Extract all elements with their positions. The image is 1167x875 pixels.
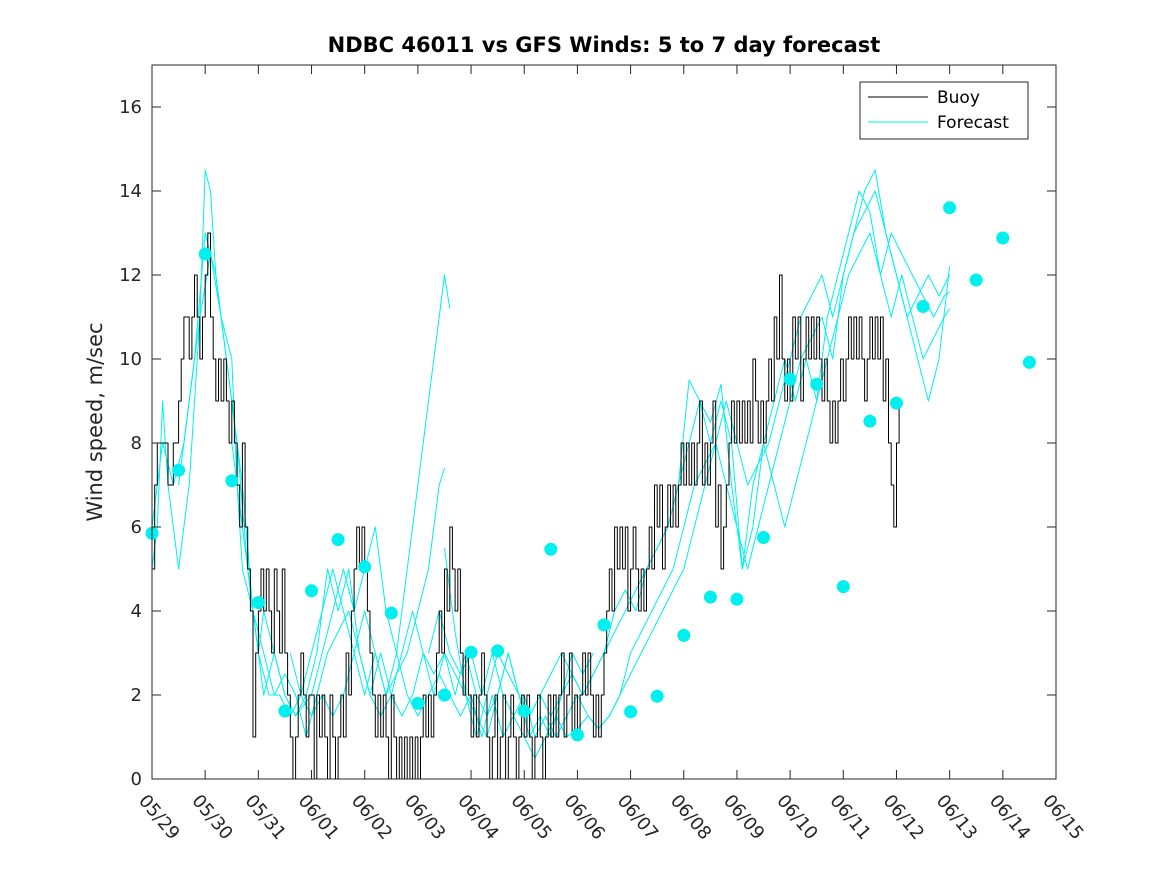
forecast-marker-24 [757, 531, 770, 544]
y-tick-label-0: 0 [131, 769, 142, 790]
forecast-marker-6 [278, 704, 292, 718]
y-tick-label-4: 4 [131, 601, 142, 622]
forecast-marker-34 [1022, 355, 1036, 369]
forecast-marker-15 [517, 704, 531, 718]
legend: Buoy Forecast [859, 81, 1029, 140]
forecast-marker-7 [305, 584, 318, 598]
legend-box [859, 81, 1029, 140]
legend-label-buoy: Buoy [937, 88, 980, 108]
forecast-marker-10 [384, 606, 398, 620]
forecast-marker-21 [677, 628, 691, 642]
forecast-marker-4 [225, 474, 239, 488]
forecast-marker-28 [863, 414, 877, 428]
forecast-marker-29 [890, 396, 903, 410]
forecast-marker-12 [438, 688, 451, 702]
forecast-marker-11 [411, 696, 425, 710]
forecast-marker-13 [464, 645, 478, 659]
forecast-marker-5 [251, 596, 265, 610]
forecast-marker-16 [544, 542, 558, 556]
y-tick-label-14: 14 [119, 181, 142, 202]
forecast-marker-33 [996, 231, 1010, 245]
forecast-marker-27 [836, 580, 850, 594]
forecast-marker-26 [810, 377, 824, 391]
forecast-marker-9 [358, 560, 372, 574]
y-tick-label-16: 16 [119, 97, 142, 118]
forecast-marker-19 [624, 705, 638, 719]
y-tick-label-8: 8 [131, 433, 142, 454]
forecast-marker-22 [703, 590, 717, 604]
y-tick-label-12: 12 [119, 265, 142, 286]
forecast-marker-3 [198, 247, 212, 261]
forecast-marker-32 [969, 273, 983, 287]
forecast-marker-2 [172, 463, 186, 477]
y-axis-label: Wind speed, m/sec [83, 322, 107, 521]
y-tick-label-10: 10 [119, 349, 142, 370]
y-tick-label-6: 6 [131, 517, 142, 538]
y-tick-label-2: 2 [131, 685, 142, 706]
forecast-marker-31 [943, 201, 957, 215]
forecast-marker-25 [783, 372, 797, 386]
forecast-marker-18 [597, 618, 611, 632]
forecast-marker-8 [331, 533, 345, 547]
axes-frame [151, 64, 1057, 780]
forecast-marker-20 [650, 689, 664, 703]
forecast-marker-14 [491, 644, 505, 658]
forecast-marker-23 [730, 592, 744, 606]
chart-title: NDBC 46011 vs GFS Winds: 5 to 7 day fore… [328, 33, 881, 57]
forecast-marker-17 [570, 728, 584, 742]
legend-label-forecast: Forecast [937, 113, 1009, 133]
forecast-marker-30 [916, 300, 930, 313]
forecast-line-6 [428, 190, 951, 759]
